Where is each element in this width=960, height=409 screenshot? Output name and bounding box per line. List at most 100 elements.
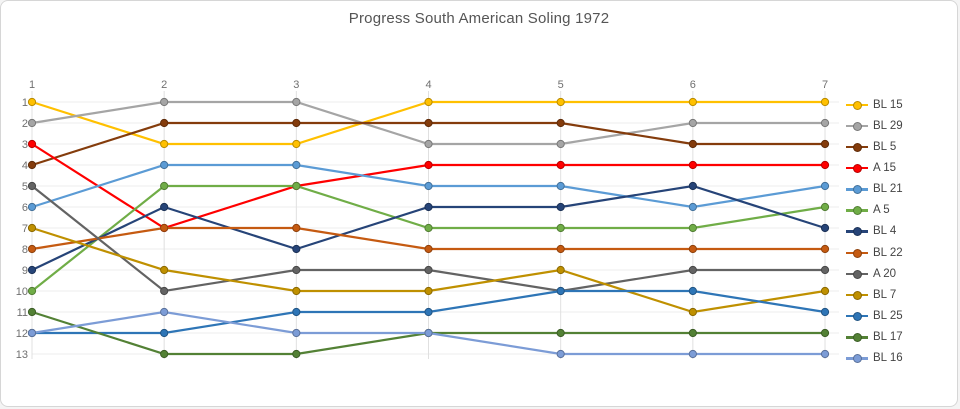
legend-marker-icon — [846, 142, 868, 152]
data-point-bl-4 — [820, 223, 830, 233]
legend-label: A 15 — [873, 161, 897, 174]
data-point-bl-22 — [556, 244, 565, 254]
data-point-bl-25 — [160, 328, 169, 338]
legend-item-bl-16: BL 16 — [846, 348, 903, 369]
data-point-bl-21 — [424, 181, 433, 191]
legend-marker-icon — [846, 353, 868, 364]
data-point-bl-17 — [160, 349, 169, 359]
data-point-a-5 — [820, 202, 830, 212]
data-point-bl-22 — [27, 244, 37, 254]
data-point-bl-4 — [160, 202, 169, 212]
data-point-a-15 — [556, 160, 565, 170]
legend-item-a-15: A 15 — [846, 157, 903, 178]
data-point-bl-7 — [424, 286, 433, 296]
legend-item-a-20: A 20 — [846, 263, 903, 284]
y-tick-label: 1 — [22, 97, 28, 109]
data-point-bl-5 — [160, 118, 169, 128]
legend-marker-icon — [846, 269, 868, 279]
data-point-bl-22 — [292, 223, 301, 233]
data-point-a-5 — [27, 286, 37, 296]
data-point-bl-15 — [688, 97, 697, 107]
data-point-bl-15 — [160, 139, 169, 149]
y-tick-label: 12 — [16, 328, 28, 340]
y-tick-label: 8 — [22, 244, 28, 256]
legend-label: BL 22 — [873, 246, 903, 259]
data-point-bl-29 — [160, 97, 169, 107]
legend-marker-icon — [846, 163, 868, 173]
legend-item-bl-5: BL 5 — [846, 136, 903, 157]
data-point-bl-17 — [688, 328, 697, 338]
data-point-bl-16 — [160, 307, 169, 317]
data-point-bl-7 — [160, 265, 169, 275]
legend-label: BL 17 — [873, 331, 903, 344]
data-point-a-5 — [556, 223, 565, 233]
data-point-a-5 — [292, 181, 301, 191]
legend-label: BL 29 — [873, 119, 903, 132]
legend-item-bl-21: BL 21 — [846, 179, 903, 200]
x-tick-label: 2 — [161, 79, 167, 91]
data-point-bl-21 — [292, 160, 301, 170]
legend-item-bl-15: BL 15 — [846, 94, 903, 115]
data-point-bl-21 — [688, 202, 697, 212]
y-tick-label: 7 — [22, 223, 28, 235]
data-point-bl-5 — [424, 118, 433, 128]
data-point-bl-29 — [556, 139, 565, 149]
data-point-bl-4 — [688, 181, 697, 191]
legend-marker-icon — [846, 226, 868, 237]
data-point-bl-7 — [556, 265, 565, 275]
legend-item-bl-29: BL 29 — [846, 115, 903, 136]
data-point-bl-29 — [424, 139, 433, 149]
y-tick-label: 11 — [17, 307, 28, 319]
data-point-bl-17 — [820, 328, 830, 338]
y-tick-label: 2 — [22, 118, 28, 130]
data-point-bl-4 — [424, 202, 433, 212]
data-point-a-15 — [424, 160, 433, 170]
legend-marker-icon — [846, 332, 868, 343]
legend-marker-icon — [846, 290, 868, 300]
legend-item-bl-17: BL 17 — [846, 327, 903, 348]
data-point-a-5 — [688, 223, 697, 233]
legend-label: BL 5 — [873, 140, 897, 153]
data-point-bl-15 — [820, 97, 830, 107]
data-point-bl-5 — [820, 139, 830, 149]
legend-marker-icon — [846, 205, 868, 216]
legend-label: BL 16 — [873, 352, 903, 365]
legend-label: A 20 — [873, 267, 897, 280]
data-point-a-15 — [688, 160, 697, 170]
legend-label: BL 7 — [873, 288, 897, 301]
data-point-bl-16 — [27, 328, 37, 338]
x-tick-label: 4 — [425, 79, 431, 91]
data-point-bl-17 — [556, 328, 565, 338]
data-point-bl-16 — [820, 349, 830, 359]
data-point-a-20 — [688, 265, 697, 275]
legend-marker-icon — [846, 184, 868, 195]
data-point-bl-5 — [27, 160, 37, 170]
data-point-bl-5 — [556, 118, 565, 128]
legend-item-bl-22: BL 22 — [846, 242, 903, 263]
data-point-bl-29 — [820, 118, 830, 128]
data-point-bl-16 — [424, 328, 433, 338]
legend-marker-icon — [846, 311, 868, 321]
legend-label: BL 25 — [873, 309, 903, 322]
data-point-bl-29 — [688, 118, 697, 128]
data-point-bl-21 — [556, 181, 565, 191]
data-point-bl-15 — [292, 139, 301, 149]
data-point-bl-22 — [688, 244, 697, 254]
legend-label: BL 4 — [873, 225, 897, 238]
y-tick-label: 3 — [22, 139, 28, 151]
data-point-bl-7 — [27, 223, 37, 233]
legend-label: BL 21 — [873, 183, 903, 196]
data-point-bl-7 — [292, 286, 301, 296]
data-point-bl-22 — [160, 223, 169, 233]
data-point-bl-25 — [820, 307, 830, 317]
data-point-bl-4 — [27, 265, 37, 275]
data-point-bl-7 — [688, 307, 697, 317]
data-point-bl-25 — [292, 307, 301, 317]
legend-label: BL 15 — [873, 98, 903, 111]
legend-marker-icon — [846, 100, 868, 110]
y-tick-label: 13 — [16, 349, 28, 361]
data-point-bl-29 — [27, 118, 37, 128]
data-point-bl-16 — [292, 328, 301, 338]
